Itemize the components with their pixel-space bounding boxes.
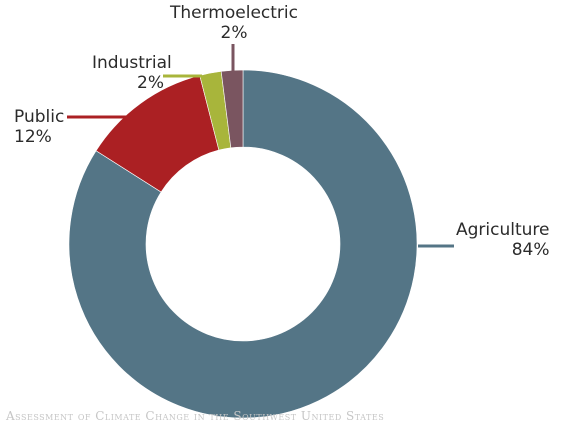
watermark: Assessment of Climate Change in the Sout… xyxy=(6,409,385,423)
slice-agriculture xyxy=(68,69,418,419)
label-thermoelectric-value: 2% xyxy=(220,23,248,43)
label-public-name: Public xyxy=(14,107,65,127)
label-industrial-name: Industrial xyxy=(92,53,172,73)
label-thermoelectric: Thermoelectric 2% xyxy=(166,3,302,43)
label-industrial: Industrial 2% xyxy=(92,53,172,93)
label-thermoelectric-name: Thermoelectric xyxy=(170,3,298,23)
slice-thermoelectric xyxy=(220,69,244,149)
label-agriculture-value: 84% xyxy=(511,240,550,260)
label-public: Public 12% xyxy=(14,107,64,147)
label-public-value: 12% xyxy=(14,127,52,147)
label-agriculture: Agriculture 84% xyxy=(456,220,550,260)
label-industrial-value: 2% xyxy=(137,73,164,93)
label-agriculture-name: Agriculture xyxy=(456,220,550,240)
